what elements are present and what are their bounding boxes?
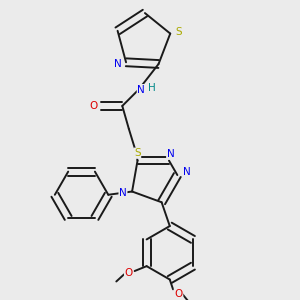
Text: H: H [148,83,156,93]
Text: N: N [183,167,190,177]
Text: N: N [114,59,122,69]
Text: N: N [119,188,127,198]
Text: O: O [90,101,98,111]
Text: S: S [134,148,141,158]
Text: N: N [137,85,145,94]
Text: S: S [175,27,182,37]
Text: O: O [124,268,133,278]
Text: N: N [167,149,175,159]
Text: O: O [174,289,183,298]
